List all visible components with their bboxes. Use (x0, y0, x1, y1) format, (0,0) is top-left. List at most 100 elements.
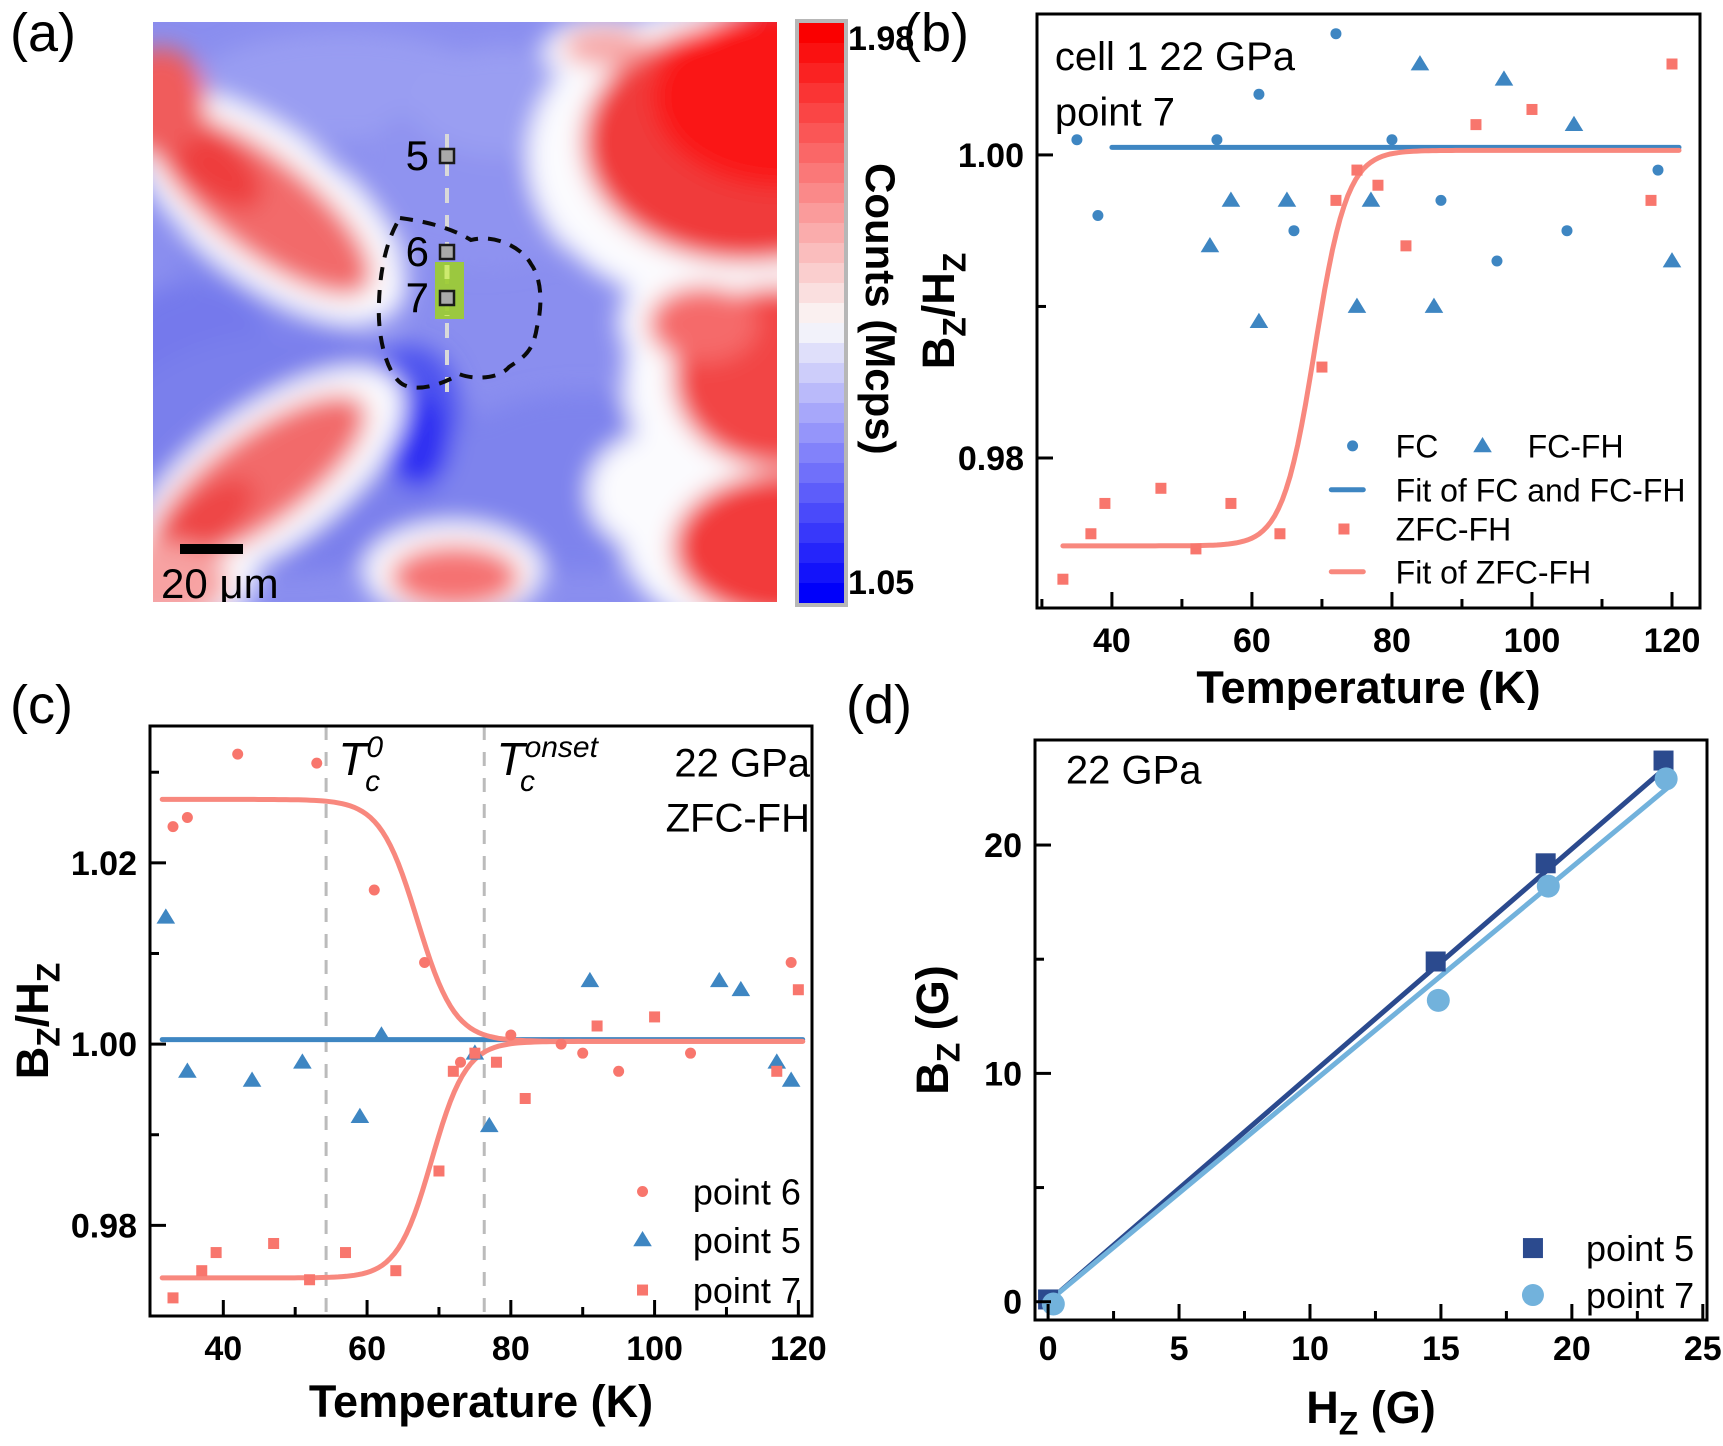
colorbar-band (799, 403, 844, 423)
colorbar-band (799, 263, 844, 283)
annotation: 22 GPa (674, 742, 810, 786)
x-tick-label: 100 (626, 1330, 683, 1368)
poi-marker-7 (438, 289, 456, 307)
colorbar-band (799, 283, 844, 303)
plot-frame (148, 724, 814, 1318)
poi-marker-5 (438, 147, 456, 165)
colorbar-band (799, 163, 844, 183)
series-layer (156, 748, 806, 1304)
x-axis-title: Temperature (K) (309, 1376, 653, 1427)
panel-a-label: (a) (10, 3, 76, 63)
plot-frame (1033, 738, 1709, 1322)
y-tick-label: 1.00 (71, 1026, 137, 1064)
legend: FC FC-FH Fit of FC and FC-FH ZFC-FH Fit of Z… (1328, 428, 1685, 590)
colorbar-max-label: 1.98 (848, 20, 915, 58)
series-ZFC-FH (1057, 58, 1678, 585)
axes: 0 5 10 15 20 25 0 10 20 (984, 827, 1722, 1368)
x-tick-label: 120 (1644, 622, 1701, 660)
x-tick-label: 40 (1093, 622, 1131, 660)
legend-label: FC (1396, 428, 1439, 464)
y-tick-label: 10 (984, 1055, 1022, 1093)
annotation: point 7 (1055, 91, 1175, 135)
colorbar-min-label: 1.05 (848, 564, 915, 602)
colorbar-band (799, 503, 844, 523)
series-point 7 (1041, 767, 1678, 1316)
sample-outline-dashed (376, 215, 543, 390)
annotation: 22 GPa (1066, 749, 1202, 793)
legend-label: ZFC-FH (1396, 512, 1512, 548)
colorbar-band (799, 483, 844, 503)
series-sigmoid (159, 1038, 806, 1281)
x-tick-label: 15 (1422, 1330, 1460, 1368)
colorbar (795, 19, 848, 607)
x-tick-label: 60 (348, 1330, 386, 1368)
colorbar-band (799, 363, 844, 383)
x-tick-label: 10 (1291, 1330, 1329, 1368)
colorbar-band (799, 343, 844, 363)
legend-label: point 5 (693, 1220, 801, 1261)
x-tick-label: 100 (1504, 622, 1561, 660)
x-tick-label: 20 (1553, 1330, 1591, 1368)
legend-label: Fit of ZFC-FH (1396, 554, 1592, 590)
heatmap-blobs: 5 67 20 μm (153, 22, 777, 602)
tc-label: Tonset c (496, 731, 599, 798)
legend: point 6 point 5 point 7 (633, 1171, 801, 1311)
colorbar-band (799, 183, 844, 203)
scale-bar (180, 544, 243, 554)
colorbar-band (799, 323, 844, 343)
annotation: cell 1 22 GPa (1055, 35, 1296, 79)
y-axis-title: BZ/HZ (920, 253, 973, 370)
panel-d-chart: 0 5 10 15 20 25 0 10 20 HZ (G) BZ (G) 22 GPa point 5… (907, 738, 1722, 1442)
x-tick-label: 120 (770, 1330, 827, 1368)
series-point 7 (167, 984, 804, 1304)
poi-marker-6 (438, 243, 456, 261)
x-tick-label: 0 (1039, 1330, 1058, 1368)
series-Fit of ZFC-FH (1060, 147, 1682, 549)
x-tick-label: 80 (492, 1330, 530, 1368)
annotation: ZFC-FH (666, 797, 810, 841)
series-layer (1057, 28, 1682, 585)
colorbar-title: Counts (Mcps) (857, 163, 904, 455)
colorbar-band (799, 583, 844, 603)
y-tick-label: 20 (984, 827, 1022, 865)
colorbar-band (799, 203, 844, 223)
colorbar-band (799, 543, 844, 563)
y-tick-label: 0.98 (71, 1207, 137, 1245)
colorbar-band (799, 523, 844, 543)
series-line (1045, 762, 1672, 1305)
x-tick-label: 5 (1170, 1330, 1189, 1368)
colorbar-band (799, 563, 844, 583)
series-FC (1071, 28, 1664, 267)
colorbar-band (799, 63, 844, 83)
y-tick-label: 1.00 (958, 137, 1024, 175)
axes: 40 60 80 100 120 0.98 1.00 1.02 (71, 770, 827, 1368)
colorbar-band (799, 243, 844, 263)
colorbar-band (799, 223, 844, 243)
scale-bar-label: 20 μm (161, 560, 279, 602)
y-tick-label: 0.98 (958, 440, 1024, 478)
colorbar-band (799, 463, 844, 483)
poi-label-5: 5 (406, 132, 429, 179)
panel-c-label: (c) (10, 675, 73, 735)
colorbar-band (799, 83, 844, 103)
panel-c-chart: 40 60 80 100 120 0.98 1.00 1.02 Temperature (K) B… (7, 724, 827, 1427)
colorbar-band (799, 383, 844, 403)
y-tick-label: 1.02 (71, 845, 137, 883)
y-axis-title: BZ (G) (907, 965, 967, 1095)
colorbar-band (799, 23, 844, 43)
panel-a-heatmap: 5 67 20 μm (153, 22, 777, 602)
colorbar-band (799, 143, 844, 163)
panel-b-chart: 40 60 80 100 120 0.98 1.00 Temperature (K) BZ/HZ… (920, 12, 1702, 710)
legend-label: point 6 (693, 1171, 801, 1212)
x-tick-label: 80 (1373, 622, 1411, 660)
legend-label: point 7 (1586, 1275, 1694, 1316)
legend-label: point 7 (693, 1270, 801, 1311)
series-point 5 (156, 908, 801, 1133)
tc-label: T0 c (338, 731, 383, 798)
legend-label: FC-FH (1528, 428, 1624, 464)
series-layer (1038, 750, 1678, 1316)
poi-label-6: 6 (406, 228, 429, 275)
plot-frame (1035, 12, 1702, 610)
heatmap-text-layer: 5 67 20 μm (161, 132, 429, 602)
